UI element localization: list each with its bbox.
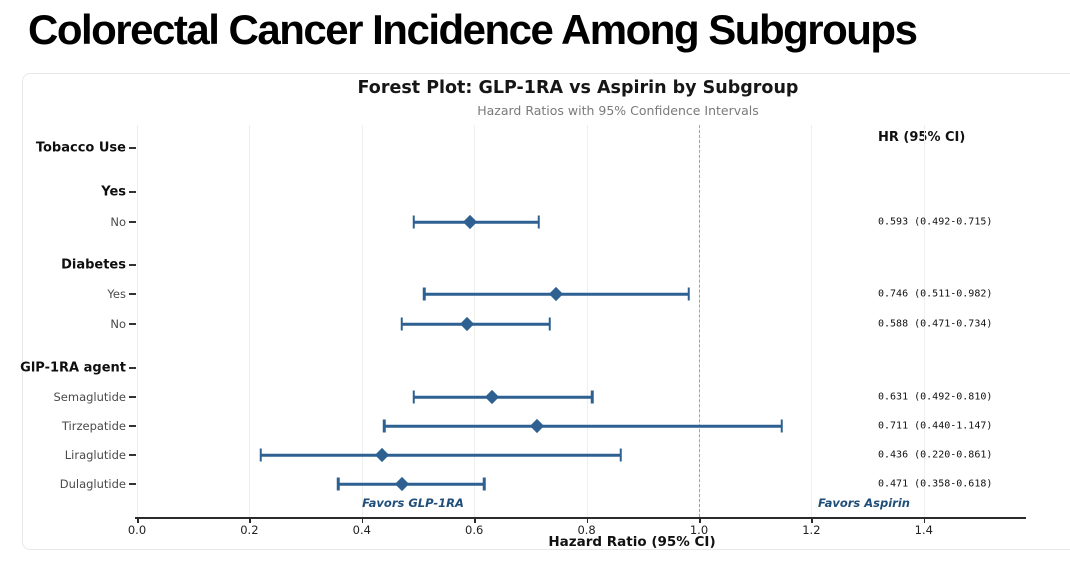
hr-ci-value: 0.436 (0.220-0.861) — [878, 449, 993, 461]
x-tick-label: 0.4 — [352, 523, 371, 537]
chart-title: Forest Plot: GLP-1RA vs Aspirin by Subgr… — [357, 78, 799, 98]
x-tick-label: 0.2 — [240, 523, 259, 537]
ci-cap-high — [619, 448, 623, 462]
hr-ci-value: 0.746 (0.511-0.982) — [878, 288, 993, 300]
ci-cap-low — [422, 287, 426, 301]
hr-column-header: HR (95% CI) — [878, 130, 966, 145]
y-tick-mark — [129, 396, 136, 398]
ci-cap-low — [383, 419, 386, 433]
x-gridline — [474, 125, 476, 517]
row-label-no: No — [110, 317, 126, 331]
ci-error-bar — [260, 453, 621, 457]
ci-cap-low — [400, 317, 403, 331]
ci-cap-high — [537, 215, 541, 229]
x-tick-mark — [811, 519, 813, 523]
x-axis-spine — [135, 517, 1026, 519]
ci-cap-high — [780, 419, 783, 433]
x-tick-label: 1.0 — [689, 523, 709, 537]
chart-subtitle: Hazard Ratios with 95% Confidence Interv… — [477, 103, 759, 118]
row-label-dulaglutide: Dulaglutide — [59, 477, 126, 491]
ci-error-bar — [384, 424, 782, 428]
hr-ci-value: 0.631 (0.492-0.810) — [878, 391, 993, 403]
y-tick-mark — [129, 425, 136, 427]
figure-panel — [22, 73, 1070, 550]
ci-error-bar — [413, 395, 593, 399]
ci-cap-low — [259, 448, 262, 462]
page-title: Colorectal Cancer Incidence Among Subgro… — [28, 6, 918, 53]
ci-cap-low — [336, 477, 340, 491]
y-tick-mark — [129, 191, 136, 193]
hr-ci-value: 0.711 (0.440-1.147) — [878, 420, 993, 432]
hr-ci-value: 0.588 (0.471-0.734) — [878, 318, 993, 330]
hr-ci-value: 0.471 (0.358-0.618) — [878, 478, 993, 490]
x-tick-mark — [361, 519, 364, 523]
row-label-tobacco-use: Tobacco Use — [35, 140, 126, 156]
y-tick-mark — [129, 147, 136, 149]
x-gridline — [249, 125, 251, 517]
y-tick-mark — [129, 483, 136, 485]
x-tick-mark — [137, 519, 139, 523]
y-tick-mark — [129, 454, 136, 456]
x-tick-label: 1.4 — [914, 523, 933, 537]
ci-error-bar — [338, 482, 485, 486]
x-gridline — [586, 125, 588, 517]
x-tick-mark — [699, 519, 701, 523]
ci-cap-high — [483, 477, 486, 491]
ci-cap-low — [412, 390, 415, 404]
row-label-diabetes: Diabetes — [61, 257, 126, 273]
row-label-yes: Yes — [107, 287, 126, 301]
x-tick-label: 1.2 — [802, 523, 821, 537]
x-gridline — [361, 125, 363, 517]
ci-cap-high — [590, 390, 594, 404]
x-tick-mark — [923, 519, 926, 523]
x-tick-label: 0.8 — [577, 523, 596, 537]
ci-cap-high — [687, 287, 691, 301]
row-label-yes: Yes — [101, 184, 126, 200]
row-label-tirzepatide: Tirzepatide — [61, 419, 126, 433]
row-label-glp-1ra-agent: GlP-1RA agent — [20, 360, 126, 376]
x-tick-mark — [586, 519, 589, 523]
ci-cap-high — [548, 317, 551, 331]
favors-aspirin-label: Favors Aspirin — [818, 496, 910, 510]
y-tick-mark — [129, 367, 136, 369]
ci-cap-low — [412, 215, 415, 229]
favors-glp1ra-label: Favors GLP-1RA — [362, 496, 464, 510]
y-tick-mark — [129, 264, 136, 266]
reference-line — [699, 125, 700, 517]
x-gridline — [137, 125, 138, 517]
y-tick-mark — [129, 293, 136, 295]
ci-error-bar — [401, 322, 550, 326]
y-tick-mark — [129, 323, 136, 325]
x-tick-mark — [474, 519, 476, 523]
x-gridline — [811, 125, 813, 517]
y-tick-mark — [129, 221, 136, 223]
x-tick-mark — [249, 519, 251, 523]
row-label-liraglutide: Liraglutide — [64, 448, 126, 462]
x-tick-label: 0.6 — [465, 523, 484, 537]
x-tick-label: 0.0 — [127, 523, 147, 537]
x-gridline — [923, 125, 925, 517]
hr-ci-value: 0.593 (0.492-0.715) — [878, 216, 993, 228]
row-label-no: No — [110, 215, 126, 229]
x-axis-label: Hazard Ratio (95% CI) — [548, 534, 716, 550]
row-label-semaglutide: Semaglutide — [53, 390, 127, 404]
